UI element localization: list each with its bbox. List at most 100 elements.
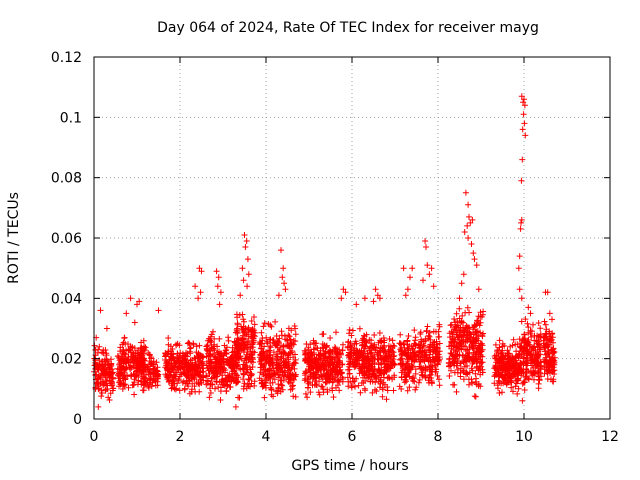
data-point xyxy=(240,316,247,323)
data-point xyxy=(427,375,434,381)
data-point xyxy=(434,372,441,379)
data-point xyxy=(435,359,442,365)
data-point xyxy=(197,289,204,296)
data-point xyxy=(541,344,548,351)
data-point xyxy=(415,341,422,348)
data-point xyxy=(426,351,433,358)
data-point xyxy=(461,229,468,235)
data-point xyxy=(265,368,272,375)
data-point xyxy=(240,335,247,342)
data-point xyxy=(119,365,126,372)
data-point xyxy=(272,318,279,325)
data-point xyxy=(280,355,287,362)
data-point xyxy=(523,350,530,357)
data-point xyxy=(404,387,411,394)
data-point xyxy=(448,367,454,374)
data-point xyxy=(148,359,155,366)
data-point xyxy=(528,369,534,376)
data-point xyxy=(244,366,251,373)
data-point xyxy=(522,132,529,139)
data-point xyxy=(453,388,460,395)
data-point xyxy=(536,346,543,353)
data-point xyxy=(251,314,257,320)
data-point xyxy=(428,265,435,272)
data-point xyxy=(478,359,485,366)
data-point xyxy=(195,295,202,302)
data-point xyxy=(130,350,137,357)
data-point xyxy=(462,346,469,353)
data-point xyxy=(496,337,503,344)
data-point xyxy=(140,337,147,344)
data-point xyxy=(307,389,314,396)
data-point xyxy=(448,342,455,348)
data-point xyxy=(319,376,326,383)
data-point xyxy=(411,327,418,334)
data-point xyxy=(516,286,523,293)
data-point xyxy=(496,362,503,369)
data-point xyxy=(549,331,555,337)
data-point xyxy=(524,360,531,367)
data-point xyxy=(166,356,173,363)
data-point xyxy=(386,336,393,342)
data-point xyxy=(273,365,280,372)
data-point xyxy=(232,403,239,410)
data-point xyxy=(511,358,517,365)
data-point xyxy=(92,365,99,372)
data-point xyxy=(381,374,387,381)
data-point xyxy=(367,378,374,385)
data-point xyxy=(164,365,170,372)
data-point xyxy=(174,380,181,387)
data-point xyxy=(510,336,517,343)
data-point xyxy=(501,342,508,349)
data-point xyxy=(340,341,346,348)
data-point xyxy=(240,277,247,284)
data-point xyxy=(436,321,443,328)
data-point xyxy=(292,325,299,332)
data-point xyxy=(478,313,485,320)
data-point xyxy=(515,265,522,272)
data-point xyxy=(290,375,297,382)
data-point xyxy=(531,370,538,377)
data-point xyxy=(387,364,394,371)
data-point xyxy=(371,332,378,338)
data-point xyxy=(537,362,544,369)
data-point xyxy=(327,335,334,341)
data-point xyxy=(121,334,128,341)
data-point xyxy=(275,374,282,381)
data-point xyxy=(462,189,469,196)
data-point xyxy=(396,383,403,390)
data-point xyxy=(473,375,480,382)
data-point xyxy=(465,235,472,241)
data-point xyxy=(278,247,284,254)
data-point xyxy=(405,360,412,367)
data-point xyxy=(248,350,255,357)
data-point xyxy=(228,362,235,369)
data-point xyxy=(459,332,466,339)
data-point xyxy=(117,364,124,370)
data-point xyxy=(233,372,240,379)
y-tick-label: 0.02 xyxy=(51,352,82,368)
data-point xyxy=(176,363,183,370)
data-point xyxy=(215,274,222,281)
data-point xyxy=(239,265,246,272)
data-point xyxy=(399,360,406,367)
data-point xyxy=(265,321,272,327)
data-point xyxy=(451,362,458,369)
data-point xyxy=(244,349,251,355)
data-point xyxy=(422,364,429,371)
data-point xyxy=(436,340,443,347)
data-point xyxy=(344,374,351,381)
data-point xyxy=(472,370,479,377)
data-point xyxy=(257,340,264,347)
data-point xyxy=(210,328,216,335)
data-point xyxy=(391,361,398,368)
data-point xyxy=(415,351,422,358)
data-point xyxy=(397,331,404,338)
data-point xyxy=(387,353,393,360)
data-point xyxy=(310,346,317,353)
data-point xyxy=(306,367,313,374)
data-point xyxy=(305,346,312,353)
data-point xyxy=(302,368,309,375)
data-point xyxy=(248,318,255,324)
data-point xyxy=(367,350,374,357)
